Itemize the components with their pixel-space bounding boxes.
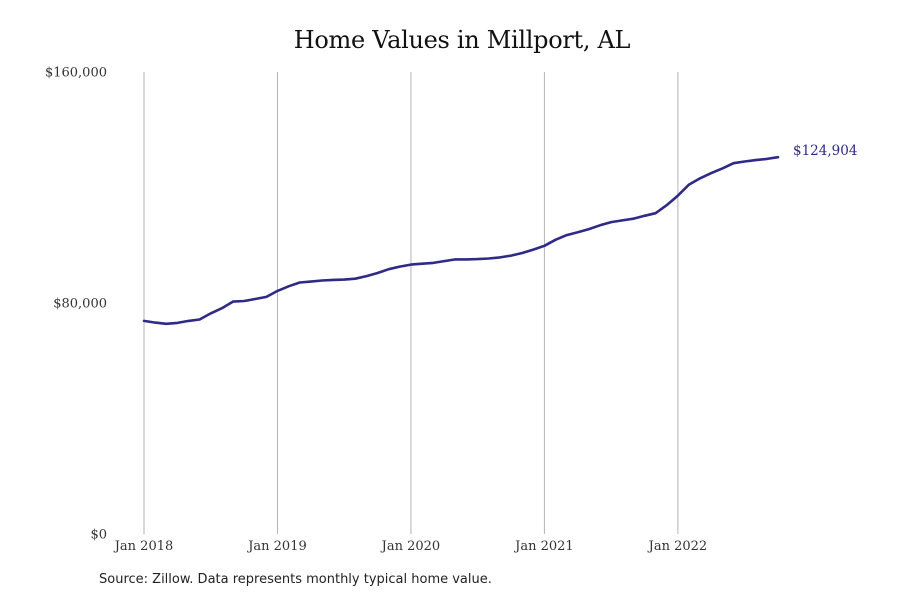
y-tick-label: $0	[90, 528, 107, 543]
x-axis-tick-labels: Jan 2018 Jan 2019 Jan 2020 Jan 2021 Jan 2022	[113, 539, 707, 554]
x-tick-label: Jan 2021	[513, 539, 574, 554]
x-tick-label: Jan 2018	[113, 539, 174, 554]
end-value-label: $124,904	[793, 143, 857, 159]
chart-title: Home Values in Millport, AL	[293, 26, 631, 54]
end-label-layer: $124,904	[793, 143, 857, 159]
x-tick-label: Jan 2022	[647, 539, 708, 554]
y-axis-tick-labels: $0 $80,000 $160,000	[45, 66, 107, 543]
y-tick-label: $80,000	[53, 297, 107, 312]
series-layer	[142, 155, 780, 326]
grid-lines	[143, 72, 679, 534]
x-tick-label: Jan 2020	[380, 539, 441, 554]
home-value-series-line	[142, 155, 780, 326]
y-tick-label: $160,000	[45, 66, 107, 81]
x-tick-label: Jan 2019	[246, 539, 307, 554]
source-note: Source: Zillow. Data represents monthly …	[99, 572, 492, 587]
